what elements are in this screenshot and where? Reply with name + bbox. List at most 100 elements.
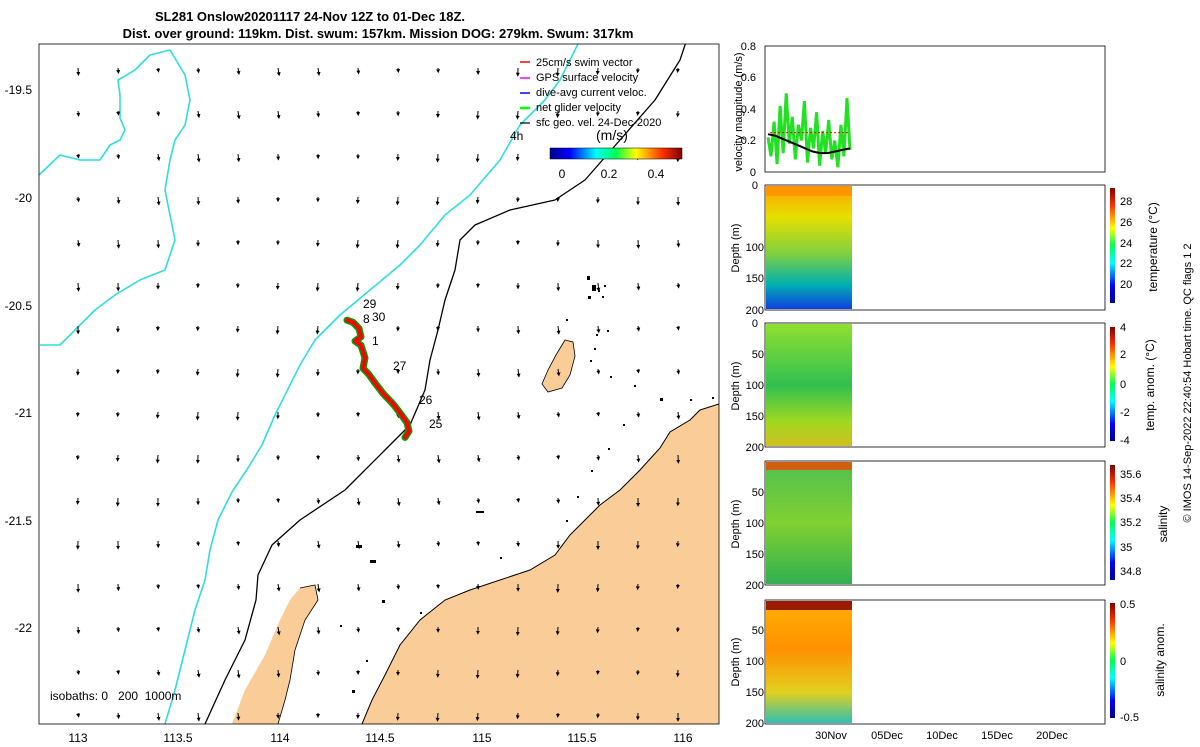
day-label-1: 1: [372, 334, 379, 348]
current-arrow: [596, 325, 601, 334]
current-arrow: [396, 497, 401, 507]
current-arrow: [355, 282, 360, 292]
x-tick: 115.5: [567, 731, 596, 745]
temperature-panel: 0 100 150 200 Depth (m) 28 26 24 22 20 t…: [730, 180, 1160, 317]
y-tick: 100: [746, 242, 764, 254]
y-tick: 150: [746, 549, 764, 561]
map-legend: 25cm/s swim vector GPS surface velocity …: [510, 57, 683, 181]
day-label-27: 27: [393, 359, 407, 373]
y-tick: 150: [746, 411, 764, 423]
salinity-panel: 50 100 150 200 Depth (m) 35.6 35.4 35.2 …: [730, 460, 1170, 592]
current-arrow: [276, 540, 281, 548]
y-tick: 0.4: [741, 104, 756, 116]
panel-ylabel: Depth (m): [730, 224, 742, 273]
current-arrow: [356, 497, 361, 506]
current-arrow: [235, 368, 240, 378]
y-tick: -22: [15, 621, 33, 635]
salinity-anomaly-panel: 50 100 150 200 Depth (m) 0.5 0 -0.5 sali…: [730, 599, 1167, 742]
cbar-tick: 35.4: [1120, 493, 1141, 505]
current-arrow: [156, 153, 161, 162]
current-arrow: [596, 368, 601, 375]
map-y-ticks: -19.5 -20 -20.5 -21 -21.5 -22: [5, 83, 33, 635]
x-tick: 113: [68, 731, 87, 745]
anomaly-colorbar: [1110, 327, 1115, 441]
current-arrow: [76, 712, 81, 718]
current-arrow: [356, 583, 361, 592]
cbar-tick: 34.8: [1120, 566, 1141, 578]
legend-4h: 4h: [510, 129, 523, 143]
cbar-tick: 35.2: [1120, 517, 1141, 529]
y-tick: 0.8: [741, 41, 756, 53]
salinity-anomaly-field: [766, 601, 852, 723]
cbar-tick: -4: [1120, 435, 1130, 447]
map-panel: 29 8 30 1 27 26 25 113 113.5 114 114.5 1…: [5, 43, 720, 745]
cbar-tick: 2: [1120, 349, 1126, 361]
current-arrow: [436, 540, 441, 547]
current-arrow: [196, 110, 201, 119]
colorbar-tick: 0.4: [648, 167, 665, 181]
velocity-panel: 0.8 0.6 0.4 0.2 0 velocity magnitude (m/…: [733, 41, 1106, 179]
colorbar-label: temperature (°C): [1146, 202, 1160, 292]
y-tick: 200: [746, 718, 764, 730]
current-arrow: [436, 411, 441, 420]
current-arrow: [116, 196, 121, 205]
current-arrow: [596, 282, 601, 292]
velocity-ylabel: velocity magnitude (m/s): [733, 52, 745, 171]
current-arrow: [436, 454, 441, 464]
current-arrow: [76, 626, 81, 635]
current-arrow: [196, 196, 201, 206]
glider-track: [345, 318, 411, 440]
current-arrow: [236, 626, 241, 635]
y-tick: -20.5: [5, 299, 33, 313]
x-tick: 115: [472, 731, 491, 745]
y-tick: 50: [752, 625, 764, 637]
current-arrow: [476, 454, 481, 463]
current-arrow: [436, 497, 441, 506]
y-tick: 200: [746, 305, 764, 317]
isobath-200m: [39, 44, 579, 724]
current-arrow: [516, 368, 521, 378]
current-arrow: [315, 282, 320, 292]
day-label-30: 30: [372, 310, 386, 324]
current-arrow: [156, 196, 161, 206]
current-arrow: [156, 669, 161, 676]
velocity-series: [766, 93, 852, 168]
temp-anomaly-panel: 0 50 100 150 200 Depth (m) 4 2 0 -2 -4 t…: [730, 318, 1157, 454]
panel-ylabel: Depth (m): [730, 638, 742, 687]
date-tick: 15Dec: [981, 730, 1013, 742]
x-tick: 114: [270, 731, 289, 745]
current-arrow: [315, 325, 320, 335]
current-arrow: [196, 626, 201, 633]
date-tick: 30Nov: [815, 730, 847, 742]
temperature-colorbar: [1110, 188, 1115, 303]
current-arrow: [475, 196, 480, 205]
current-arrow: [515, 110, 520, 120]
current-arrow: [196, 67, 201, 74]
current-arrow: [396, 540, 401, 549]
current-arrow: [316, 626, 321, 635]
land-coast-outline: [361, 403, 719, 724]
cbar-tick: 20: [1120, 279, 1132, 291]
mean-velocity-line: [767, 133, 851, 155]
current-arrow: [236, 712, 241, 721]
current-arrow: [475, 153, 480, 163]
current-arrow: [556, 325, 561, 335]
current-arrow: [76, 282, 81, 292]
current-arrow: [236, 669, 241, 679]
current-arrow: [195, 411, 200, 421]
current-arrow: [76, 196, 81, 203]
isobaths-label: isobaths: 0 200 1000m: [50, 689, 181, 703]
salinity-field: [766, 462, 852, 584]
current-arrow: [275, 325, 280, 335]
current-arrow: [276, 67, 281, 77]
colorbar-label: temp. anom. (°C): [1143, 339, 1157, 431]
y-tick: 100: [746, 656, 764, 668]
current-arrow: [236, 153, 241, 163]
current-arrow: [676, 282, 681, 289]
colorbar-tick: 0.2: [601, 167, 618, 181]
current-arrow: [316, 67, 321, 76]
y-tick: 200: [746, 580, 764, 592]
day-label-8: 8: [363, 312, 370, 326]
panel-ylabel: Depth (m): [730, 500, 742, 549]
y-tick: 50: [752, 487, 764, 499]
